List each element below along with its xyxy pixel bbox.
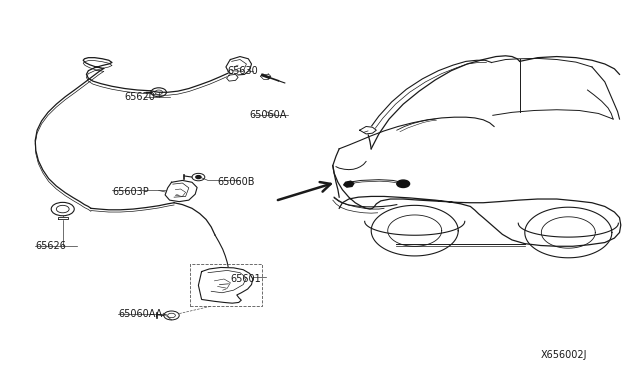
Polygon shape	[344, 181, 354, 187]
Text: 65603P: 65603P	[112, 187, 148, 196]
Text: 65626: 65626	[35, 241, 66, 250]
Circle shape	[397, 180, 410, 187]
Circle shape	[196, 176, 201, 179]
Polygon shape	[58, 217, 68, 219]
Text: 65601: 65601	[230, 274, 261, 284]
Text: 65060B: 65060B	[218, 177, 255, 187]
Text: 65060AA: 65060AA	[118, 310, 163, 319]
Polygon shape	[227, 74, 238, 81]
Text: 65620: 65620	[125, 93, 156, 102]
Text: X656002J: X656002J	[541, 350, 588, 360]
Text: 65060A: 65060A	[250, 110, 287, 120]
Polygon shape	[360, 126, 376, 134]
Polygon shape	[165, 180, 197, 202]
Text: 65630: 65630	[227, 66, 258, 76]
Polygon shape	[226, 57, 252, 75]
Polygon shape	[198, 267, 253, 303]
